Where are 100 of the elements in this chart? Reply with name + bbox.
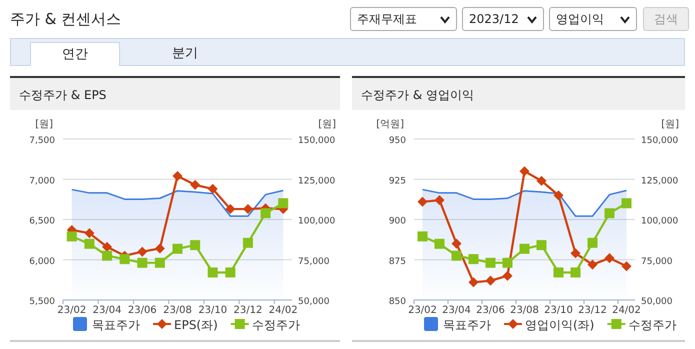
point (102, 242, 112, 252)
y2-tick-label: 75,000 (298, 256, 330, 267)
x-tick-label: 23/12 (578, 305, 607, 316)
point (66, 231, 77, 242)
point (554, 267, 564, 278)
point (468, 277, 478, 288)
point (154, 243, 165, 254)
point (434, 195, 444, 206)
y-tick-label: 5,500 (29, 297, 56, 307)
point (120, 254, 130, 264)
text: 연간 (30, 42, 120, 66)
y-tick-label: 925 (388, 176, 406, 186)
text: 주재무제표 (350, 7, 457, 31)
y-tick-label: 875 (388, 256, 406, 267)
point (452, 238, 462, 249)
x-tick-label: 23/02 (408, 305, 437, 316)
point (570, 248, 580, 258)
point (520, 166, 530, 176)
point (588, 238, 598, 248)
point (588, 260, 598, 270)
point (137, 258, 148, 268)
text: 주가 & 컨센서스 (10, 10, 122, 29)
point (84, 238, 94, 249)
legend-label: 목표주가 (92, 318, 140, 332)
y-tick-label: 950 (388, 136, 406, 146)
x-tick-label: 24/02 (268, 305, 298, 316)
legend-label: 영업이익(좌) (525, 318, 594, 332)
y-tick-label: 6,000 (29, 256, 56, 267)
y2-tick-label: 125,000 (641, 176, 678, 186)
text: 분기 (171, 45, 199, 63)
x-tick-label: 24/02 (612, 305, 641, 316)
point (225, 204, 236, 214)
point (418, 231, 428, 242)
y-tick-label: 7,500 (29, 136, 56, 146)
point (622, 261, 632, 272)
point (502, 270, 512, 281)
x-tick-label: 23/10 (198, 305, 228, 316)
point (502, 258, 512, 268)
x-tick-label: 23/08 (510, 305, 539, 316)
x-tick-label: 23/06 (476, 305, 505, 316)
legend-label: 목표주가 (443, 318, 491, 332)
text: 2023/12 (462, 7, 544, 31)
x-tick-label: 23/12 (234, 305, 262, 316)
point (260, 208, 271, 218)
y-tick-label: 7,000 (29, 176, 56, 186)
x-tick-label: 23/08 (163, 305, 192, 316)
legend-label: 수정주가 (628, 318, 676, 332)
point (570, 267, 580, 278)
y2-axis-title: [원] (661, 119, 680, 130)
point (172, 171, 182, 182)
point (520, 244, 530, 254)
point (622, 198, 632, 208)
text: 검색 (643, 7, 689, 31)
point (84, 228, 94, 238)
chart-title: 수정주가 & 영업이익 (352, 76, 685, 110)
point (242, 204, 253, 214)
point (536, 240, 546, 250)
point (278, 198, 288, 208)
y2-tick-label: 50,000 (641, 297, 673, 307)
x-tick-label: 23/02 (57, 305, 86, 316)
y2-tick-label: 150,000 (641, 136, 678, 146)
y2-tick-label: 100,000 (641, 216, 678, 226)
point (154, 258, 165, 268)
point (190, 240, 200, 250)
legend-label: 수정주가 (252, 318, 300, 332)
legend-label: EPS(좌) (174, 318, 218, 332)
x-tick-label: 23/06 (128, 305, 157, 316)
y2-tick-label: 100,000 (298, 216, 336, 226)
point (208, 267, 218, 278)
y2-tick-label: 150,000 (298, 136, 336, 146)
x-tick-label: 23/04 (92, 305, 122, 316)
y2-tick-label: 125,000 (298, 176, 336, 186)
point (604, 208, 614, 218)
y-axis-title: [원] (35, 119, 54, 130)
point (434, 238, 444, 249)
point (225, 267, 236, 278)
point (137, 246, 148, 257)
point (486, 258, 496, 268)
y-tick-label: 6,500 (29, 216, 56, 226)
x-tick-label: 23/10 (544, 305, 573, 316)
y2-axis-title: [원] (318, 119, 336, 130)
point (536, 176, 546, 186)
point (102, 250, 112, 261)
y-tick-label: 900 (388, 216, 406, 226)
point (242, 238, 253, 248)
point (604, 253, 614, 264)
point (172, 244, 182, 254)
y2-tick-label: 50,000 (298, 297, 330, 307)
point (208, 184, 218, 194)
chart-title: 수정주가 & EPS (10, 76, 340, 110)
point (190, 180, 200, 190)
point (418, 196, 428, 207)
y-tick-label: 850 (388, 297, 406, 307)
point (486, 276, 496, 286)
point (468, 254, 478, 264)
point (452, 250, 462, 261)
x-tick-label: 23/04 (442, 305, 471, 316)
text: 영업이익 (549, 7, 637, 31)
y2-tick-label: 75,000 (641, 256, 673, 267)
point (554, 190, 564, 200)
